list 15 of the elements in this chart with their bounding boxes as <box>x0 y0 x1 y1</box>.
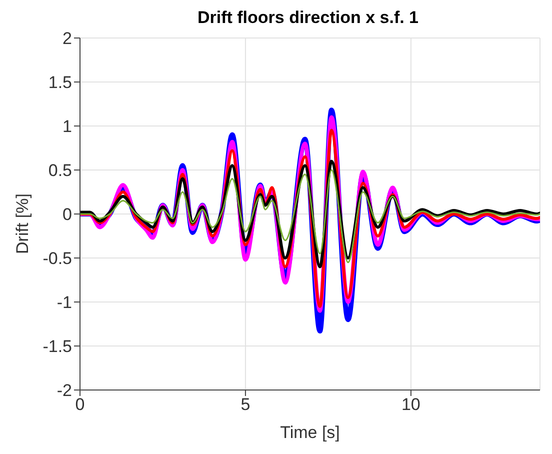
chart-title: Drift floors direction x s.f. 1 <box>196 8 420 29</box>
y-tick-label: -0.5 <box>42 249 72 268</box>
y-tick-label: 2 <box>62 29 72 48</box>
x-tick-label: 5 <box>240 395 250 414</box>
y-tick-label: -1.5 <box>42 337 72 356</box>
y-tick-label: 1 <box>62 117 72 136</box>
y-tick-label: -1 <box>56 293 72 312</box>
x-axis-title: Time [s] <box>280 423 340 442</box>
x-tick-label: 10 <box>401 395 420 414</box>
y-tick-label: 1.5 <box>48 73 72 92</box>
y-tick-label: -2 <box>56 381 72 400</box>
x-tick-label: 0 <box>75 395 85 414</box>
y-tick-label: 0.5 <box>48 161 72 180</box>
y-tick-label: 0 <box>62 205 72 224</box>
y-axis-title: Drift [%] <box>13 194 32 254</box>
